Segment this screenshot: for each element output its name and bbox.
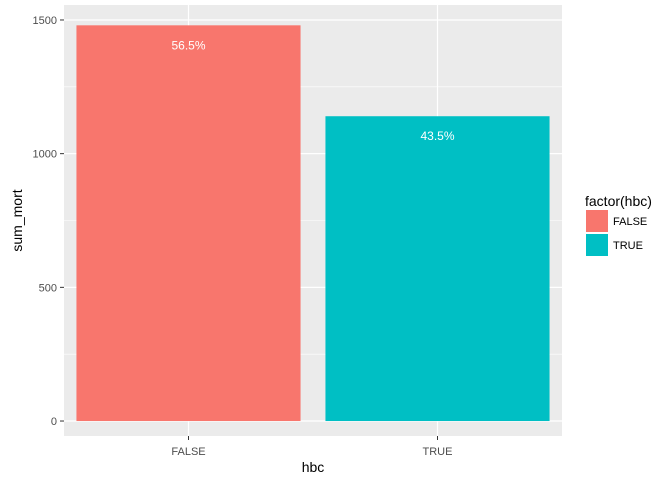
- x-axis: FALSE TRUE: [171, 436, 452, 458]
- legend-key-false: [586, 210, 608, 232]
- legend-label-true: TRUE: [613, 240, 643, 252]
- data-label-false: 56.5%: [171, 38, 205, 52]
- legend-label-false: FALSE: [613, 216, 647, 228]
- y-tick-label: 500: [39, 282, 57, 294]
- x-tick-label: FALSE: [171, 446, 205, 458]
- data-labels: 56.5% 43.5%: [171, 38, 454, 143]
- bar-true: [325, 116, 550, 422]
- x-tick-label: TRUE: [423, 446, 453, 458]
- y-axis-title: sum_mort: [9, 189, 25, 251]
- bar-false: [76, 25, 301, 422]
- y-tick-label: 0: [51, 416, 57, 428]
- legend-title: factor(hbc): [585, 193, 652, 209]
- x-axis-title: hbc: [302, 459, 325, 475]
- y-tick-label: 1000: [33, 149, 57, 161]
- legend: factor(hbc) FALSE TRUE: [585, 193, 652, 256]
- y-axis: 0 500 1000 1500: [33, 15, 64, 428]
- bars: [76, 25, 550, 422]
- legend-key-true: [586, 234, 608, 256]
- y-tick-label: 1500: [33, 15, 57, 27]
- data-label-true: 43.5%: [420, 129, 454, 143]
